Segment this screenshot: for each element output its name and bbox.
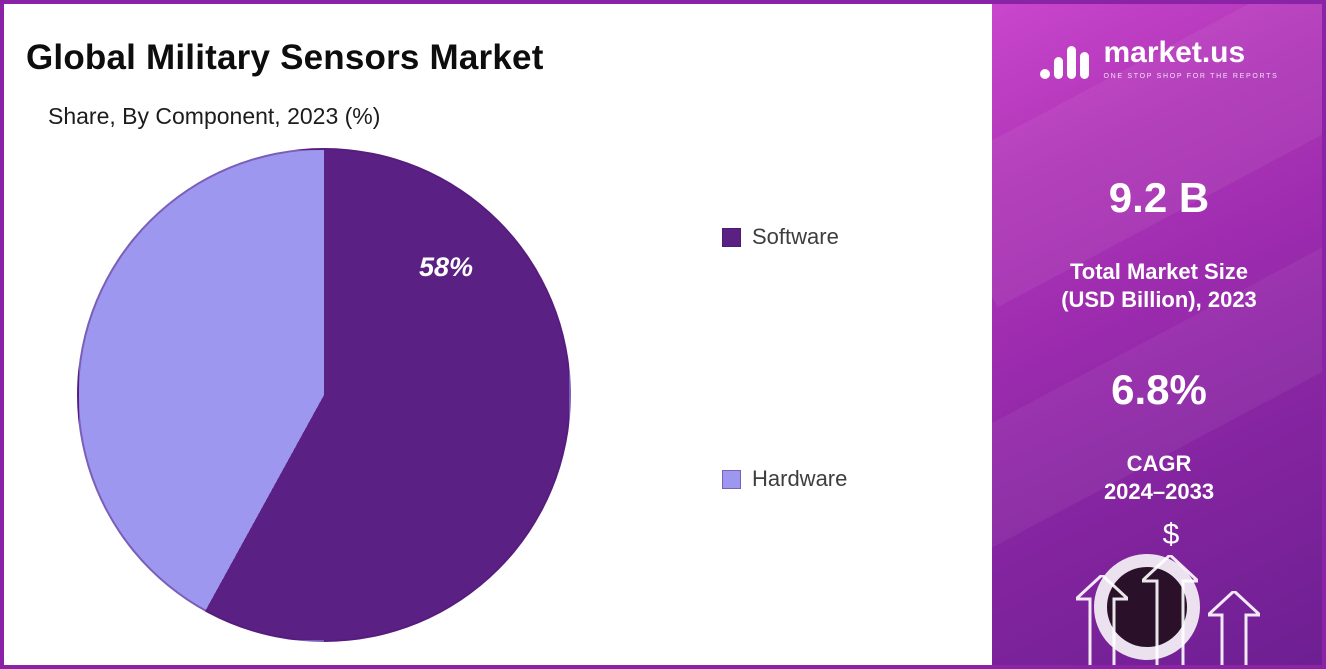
logo-tagline: ONE STOP SHOP FOR THE REPORTS (1103, 73, 1279, 80)
stat-market-size-label-line2: (USD Billion), 2023 (1061, 286, 1257, 312)
dollar-symbol: $ (1162, 518, 1180, 551)
legend-item-hardware: Hardware (722, 466, 847, 492)
decor-up-arrow-icon (1142, 555, 1198, 665)
stat-cagr-label-line2: 2024–2033 (1103, 478, 1215, 504)
stat-cagr-label-line1: CAGR (1126, 451, 1192, 476)
legend-swatch-hardware (722, 469, 741, 489)
stat-market-size-label-line1: Total Market Size (1069, 259, 1249, 284)
stat-cagr-label: CAGR 2024–2033 (992, 450, 1322, 505)
logo-wordmark: market.us (1103, 36, 1246, 69)
chart-section: Global Military Sensors Market Share, By… (4, 4, 984, 665)
chart-title: Global Military Sensors Market (26, 38, 544, 77)
marketus-logo: market.us ONE STOP SHOP FOR THE REPORTS (992, 36, 1322, 80)
pie-chart-area: 58% (77, 148, 571, 642)
marketus-logo-icon (1040, 46, 1090, 79)
pie-chart (77, 148, 571, 642)
brand-panel: market.us ONE STOP SHOP FOR THE REPORTS … (992, 4, 1322, 665)
chart-subtitle: Share, By Component, 2023 (%) (48, 103, 381, 129)
legend-label-software: Software (752, 224, 839, 249)
decor-up-arrow-icon (1076, 575, 1128, 665)
decor-up-arrow-icon (1208, 591, 1260, 665)
legend-label-hardware: Hardware (752, 466, 848, 491)
pie-slice-data-label: 58% (419, 252, 474, 282)
legend-item-software: Software (722, 224, 839, 250)
stat-market-size-value: 9.2 B (1108, 174, 1210, 221)
stat-market-size-label: Total Market Size (USD Billion), 2023 (992, 258, 1322, 313)
stat-cagr-value: 6.8% (1111, 366, 1207, 413)
legend-swatch-software (722, 227, 741, 247)
